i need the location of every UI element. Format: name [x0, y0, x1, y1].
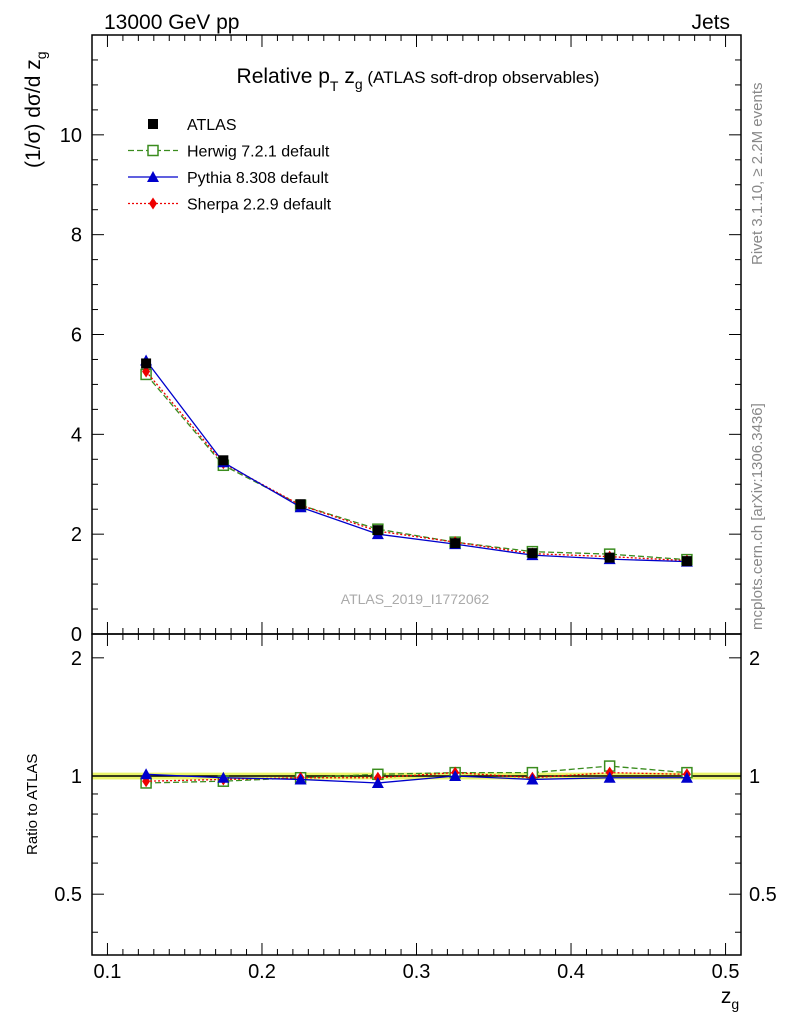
main-series-atlas: [141, 358, 692, 567]
data-point: [218, 455, 229, 466]
ratio-ytick-label: 2: [71, 648, 82, 670]
ratio-panel: 0.5 0.5 1 1 2 2 0.1 0.2 0.3 0.4 0.5 Ratio to ATLAS…: [24, 633, 777, 1012]
ratio-point: [217, 771, 230, 783]
ratio-ytick-label-right: 0.5: [749, 884, 777, 906]
ratio-xtick-label: 0.4: [557, 961, 585, 983]
main-ylabel: (1/σ) dσ/d zg: [22, 51, 49, 168]
chart-title-prefix: Relative p: [237, 65, 330, 88]
ratio-axis-ticks: 0.5 0.5 1 1 2 2 0.1 0.2 0.3 0.4 0.5: [54, 634, 777, 983]
ratio-point: [371, 776, 384, 788]
ratio-series: [92, 760, 741, 789]
main-ytick-label: 0: [71, 624, 82, 646]
ratio-xtick-label: 0.1: [94, 961, 122, 983]
data-point: [372, 525, 383, 536]
legend-entry: Sherpa 2.2.9 default: [128, 197, 332, 214]
ratio-xtick-label: 0.2: [248, 961, 276, 983]
main-axis-ticks: 0 2 4 6 8 10: [60, 34, 741, 646]
ratio-xlabel-main: z: [721, 985, 732, 1008]
ratio-point: [603, 771, 616, 783]
data-point: [681, 556, 692, 567]
ratio-xlabel-sub: g: [731, 996, 739, 1012]
legend-entry: Herwig 7.2.1 default: [128, 144, 330, 161]
chart-title-suffix: (ATLAS soft-drop observables): [363, 68, 600, 87]
data-point: [295, 499, 306, 510]
chart-title: Relative pT zg (ATLAS soft-drop observab…: [237, 65, 600, 94]
data-point: [604, 552, 615, 563]
data-point: [527, 548, 538, 559]
ratio-point: [294, 773, 307, 785]
main-ytick-label: 6: [71, 325, 82, 347]
main-ytick-label: 10: [60, 125, 82, 147]
data-point: [141, 358, 152, 369]
ratio-frame: [91, 633, 742, 956]
header-right: Jets: [691, 11, 730, 34]
main-series: [140, 354, 693, 567]
ratio-ytick-label-right: 2: [749, 648, 760, 670]
legend-entry: ATLAS: [148, 117, 237, 134]
analysis-watermark: ATLAS_2019_I1772062: [341, 591, 490, 607]
legend: ATLAS Herwig 7.2.1 default Pythia 8.308 de…: [128, 117, 332, 214]
ratio-xtick-label: 0.3: [403, 961, 431, 983]
chart-title-sub2: g: [355, 76, 363, 92]
legend-label: ATLAS: [187, 117, 237, 134]
data-point: [450, 538, 461, 549]
main-ylabel-sub: g: [33, 51, 49, 59]
legend-entry: Pythia 8.308 default: [128, 170, 329, 187]
main-ytick-label: 2: [71, 524, 82, 546]
ratio-point: [449, 770, 462, 782]
ratio-ylabel: Ratio to ATLAS: [24, 754, 41, 855]
ratio-xtick-label: 0.5: [712, 961, 740, 983]
chart-title-mid: z: [338, 65, 354, 88]
header-left: 13000 GeV pp: [104, 11, 239, 34]
main-ytick-label: 8: [71, 225, 82, 247]
ratio-ytick-label: 0.5: [54, 884, 82, 906]
ratio-series-pythia: [140, 768, 693, 788]
ratio-point: [526, 773, 539, 785]
mcplots-text: mcplots.cern.ch [arXiv:1306.3436]: [749, 403, 766, 630]
ratio-point: [680, 771, 693, 783]
ratio-point: [140, 768, 153, 780]
ratio-xlabel: zg: [721, 985, 739, 1012]
legend-label: Herwig 7.2.1 default: [187, 144, 330, 161]
main-ytick-label: 4: [71, 424, 82, 446]
legend-label: Sherpa 2.2.9 default: [187, 197, 332, 214]
main-ylabel-main: (1/σ) dσ/d z: [22, 59, 45, 168]
legend-label: Pythia 8.308 default: [187, 170, 329, 187]
rivet-version-text: Rivet 3.1.10, ≥ 2.2M events: [749, 83, 766, 266]
ratio-ytick-label-right: 1: [749, 766, 760, 788]
chart-title-sub1: T: [330, 78, 339, 94]
ratio-ytick-label: 1: [71, 766, 82, 788]
